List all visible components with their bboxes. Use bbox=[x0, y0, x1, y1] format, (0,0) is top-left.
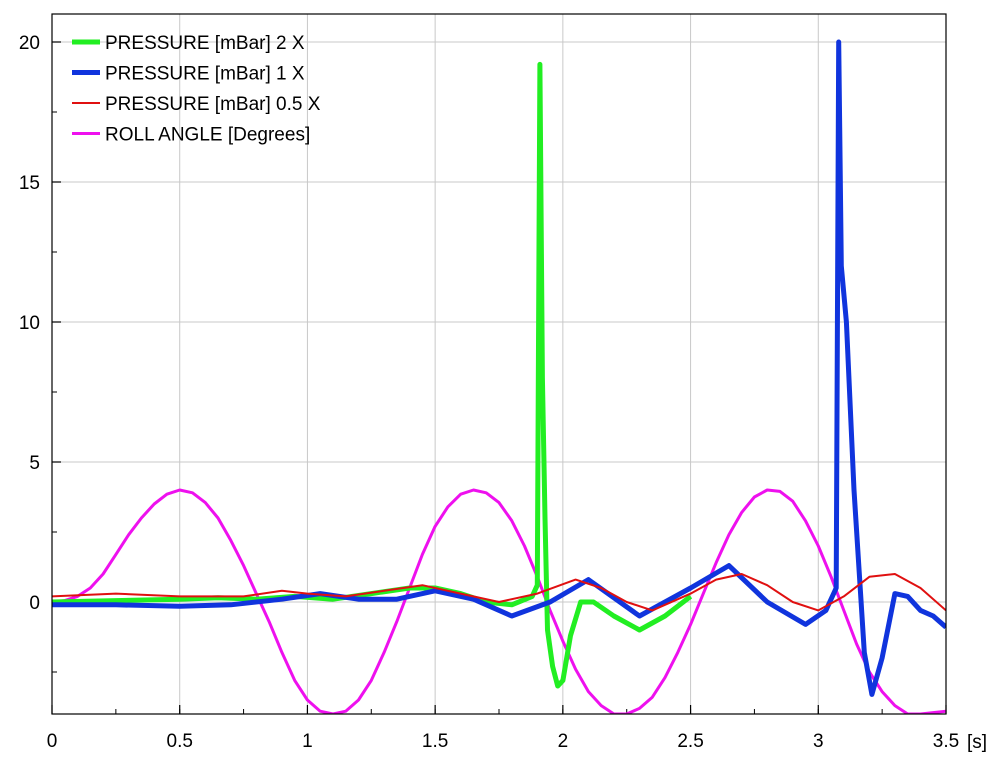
y-tick-label: 15 bbox=[19, 173, 40, 194]
x-tick-label: 1.5 bbox=[422, 731, 448, 752]
x-tick-label: 1 bbox=[302, 731, 313, 752]
y-axis-ticks: 0 5 10 15 20 bbox=[19, 33, 61, 673]
x-axis-unit: [s] bbox=[967, 732, 987, 753]
y-tick-label: 5 bbox=[29, 453, 40, 474]
x-tick-label: 3.5 bbox=[933, 731, 959, 752]
legend: PRESSURE [mBar] 2 X PRESSURE [mBar] 1 X PR… bbox=[72, 33, 321, 146]
y-tick-label: 10 bbox=[19, 313, 40, 334]
x-tick-label: 2.5 bbox=[677, 731, 703, 752]
series-layer bbox=[52, 39, 946, 714]
legend-label-1: PRESSURE [mBar] 1 X bbox=[105, 64, 305, 85]
x-tick-label: 0.5 bbox=[167, 731, 193, 752]
y-tick-label: 0 bbox=[29, 593, 40, 614]
series-line-2 bbox=[52, 573, 946, 612]
y-tick-label: 20 bbox=[19, 33, 40, 54]
x-axis-ticks: 0 0.5 1 1.5 2 2.5 3 3.5 bbox=[47, 705, 959, 752]
x-tick-label: 3 bbox=[813, 731, 824, 752]
x-tick-label: 0 bbox=[47, 731, 58, 752]
legend-label-2: PRESSURE [mBar] 0.5 X bbox=[105, 94, 321, 115]
plot-frame bbox=[51, 13, 947, 715]
legend-label-3: ROLL ANGLE [Degrees] bbox=[105, 125, 310, 146]
legend-label-0: PRESSURE [mBar] 2 X bbox=[105, 33, 305, 54]
grid-layer bbox=[52, 14, 946, 714]
x-tick-label: 2 bbox=[558, 731, 569, 752]
